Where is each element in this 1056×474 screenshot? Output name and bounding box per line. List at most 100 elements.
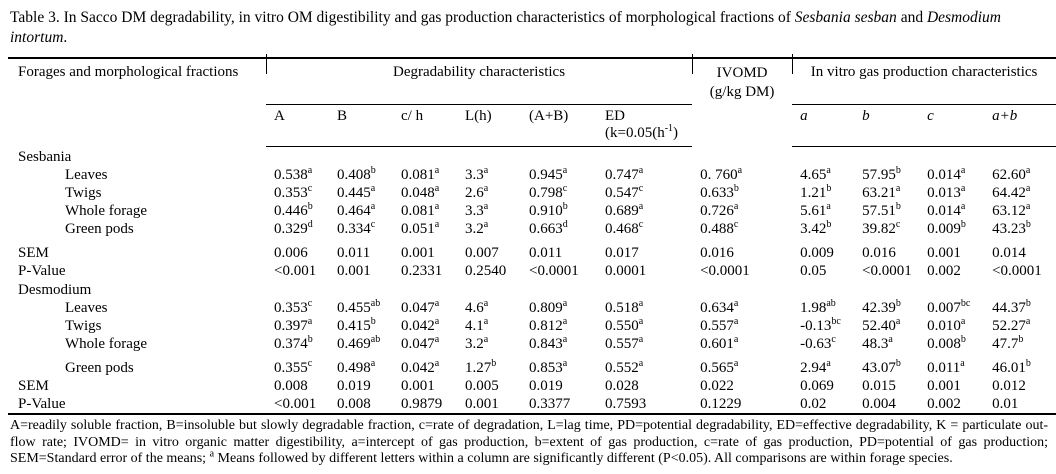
cell-value: 0.557a (605, 334, 644, 353)
cell-value: 2.94a (800, 358, 831, 377)
cell-value: <0.001 (274, 396, 317, 412)
table-row: SEM 0.006 0.011 0.001 0.007 0.011 0.017 0.016 0.… (8, 238, 1056, 262)
cell-value: 0.005 (465, 378, 499, 394)
cell-value: 0.069 (800, 378, 834, 394)
cell-value: 0.7593 (605, 396, 647, 412)
cell-value: 0.011a (927, 358, 965, 377)
cell-value: 0.408b (337, 165, 376, 184)
caption-text: and (896, 9, 927, 26)
row-label: SEM (18, 245, 49, 261)
cell-value: 0.05 (800, 263, 827, 279)
cell-value: 0.809a (529, 298, 568, 317)
cell-value: 0.469ab (337, 334, 381, 353)
row-label: P-Value (18, 263, 66, 279)
cell-value: 4.65a (800, 165, 831, 184)
table-row: Whole forage 0.374b 0.469ab 0.047a 3.2a 0.843… (8, 335, 1056, 353)
cell-value: 0.042a (401, 316, 440, 335)
col-header-gas-a: a (792, 104, 855, 147)
col-group-degradability: Degradability characteristics (266, 53, 693, 105)
ivomd-label: IVOMD (716, 65, 768, 81)
table-row: Green pods 0.329d 0.334c 0.051a 3.2a 0.663d 0.… (8, 220, 1056, 238)
cell-value: 3.3a (465, 165, 489, 184)
cell-value: 0.017 (605, 245, 639, 261)
cell-value: 0.910b (529, 201, 568, 220)
cell-value: 3.2a (465, 219, 489, 238)
table-row: Twigs 0.353c 0.445a 0.048a 2.6a 0.798c 0.547c 0… (8, 184, 1056, 202)
cell-value: 0.012 (992, 378, 1026, 394)
cell-value: 0.019 (529, 378, 563, 394)
col-header-ED: ED (k=0.05(h-1) (597, 104, 693, 147)
cell-value: 0.445a (337, 183, 376, 202)
cell-value: 42.39b (862, 298, 901, 317)
cell-value: 0.001 (401, 245, 435, 261)
table-row: Green pods 0.355c 0.498a 0.042a 1.27b 0.853a 0… (8, 353, 1056, 377)
cell-value: 0.016 (700, 245, 734, 261)
table-row: P-Value <0.001 0.008 0.9879 0.001 0.3377 0.759… (8, 395, 1056, 414)
cell-value: 0.009b (927, 219, 966, 238)
cell-value: 0.663d (529, 219, 568, 238)
cell-value: 62.60a (992, 165, 1031, 184)
cell-value: 0.001 (337, 263, 371, 279)
cell-value: 0.726a (700, 201, 739, 220)
table-row: P-Value <0.001 0.001 0.2331 0.2540 <0.0001 0.0… (8, 262, 1056, 280)
cell-value: 3.3a (465, 201, 489, 220)
cell-value: 46.01b (992, 358, 1031, 377)
cell-value: 0.464a (337, 201, 376, 220)
cell-value: 0.812a (529, 316, 568, 335)
cell-value: 0.001 (401, 378, 435, 394)
cell-value: 0.329d (274, 219, 313, 238)
cell-value: 0.002 (927, 396, 961, 412)
cell-value: 0.488c (700, 219, 739, 238)
cell-value: 0.9879 (401, 396, 443, 412)
cell-value: -0.63c (800, 334, 836, 353)
footnote-text: Means followed by different letters with… (214, 451, 953, 466)
cell-value: 0.2540 (465, 263, 507, 279)
cell-value: 0.010a (927, 316, 966, 335)
species-row: Desmodium (8, 280, 1056, 299)
cell-value: 0.004 (862, 396, 896, 412)
row-label: Whole forage (65, 203, 148, 219)
cell-value: 0.798c (529, 183, 568, 202)
cell-value: 0.007 (465, 245, 499, 261)
cell-value: <0.0001 (700, 263, 750, 279)
species-row: Sesbania (8, 147, 1056, 167)
cell-value: 1.27b (465, 358, 497, 377)
cell-value: 0.397a (274, 316, 313, 335)
col-group-gas-production: In vitro gas production characteristics (792, 53, 1056, 105)
footnote-superscript-a: a (209, 448, 215, 460)
cell-value: 0.446b (274, 201, 313, 220)
table-row: SEM 0.008 0.019 0.001 0.005 0.019 0.028 0.022 0.… (8, 377, 1056, 395)
cell-value: 0.001 (465, 396, 499, 412)
cell-value: 0.552a (605, 358, 644, 377)
cell-value: 57.95b (862, 165, 901, 184)
table-row: Leaves 0.538a 0.408b 0.081a 3.3a 0.945a 0.747a… (8, 166, 1056, 184)
cell-value: 0.538a (274, 165, 313, 184)
cell-value: 0.009 (800, 245, 834, 261)
cell-value: 0.008 (274, 378, 308, 394)
cell-value: -0.13bc (800, 316, 841, 335)
cell-value: 2.6a (465, 183, 489, 202)
row-label: Leaves (65, 167, 108, 183)
cell-value: 0.498a (337, 358, 376, 377)
cell-value: 0.006 (274, 245, 308, 261)
cell-value: 0. 760a (700, 165, 743, 184)
col-header-gas-b: b (854, 104, 920, 147)
row-label: SEM (18, 378, 49, 394)
cell-value: 0.048a (401, 183, 440, 202)
cell-value: 5.61a (800, 201, 831, 220)
cell-value: 0.468c (605, 219, 644, 238)
col-header-A: A (266, 104, 329, 147)
header-row-subcolumns: A B c/ h L(h) (A+B) ED (k=0.05(h-1) a b c… (8, 104, 1056, 147)
cell-value: 48.3a (862, 334, 893, 353)
cell-value: 0.02 (800, 396, 827, 412)
table-row: Leaves 0.353c 0.455ab 0.047a 4.6a 0.809a 0.518… (8, 299, 1056, 317)
row-label: Leaves (65, 300, 108, 316)
cell-value: 44.37b (992, 298, 1031, 317)
header-row-groups: Forages and morphological fractions Degr… (8, 53, 1056, 105)
cell-value: 0.011 (529, 245, 563, 261)
cell-value: 0.374b (274, 334, 313, 353)
cell-value: 0.1229 (700, 396, 742, 412)
cell-value: 0.455ab (337, 298, 381, 317)
row-label: Green pods (65, 360, 134, 376)
cell-value: 1.21b (800, 183, 832, 202)
